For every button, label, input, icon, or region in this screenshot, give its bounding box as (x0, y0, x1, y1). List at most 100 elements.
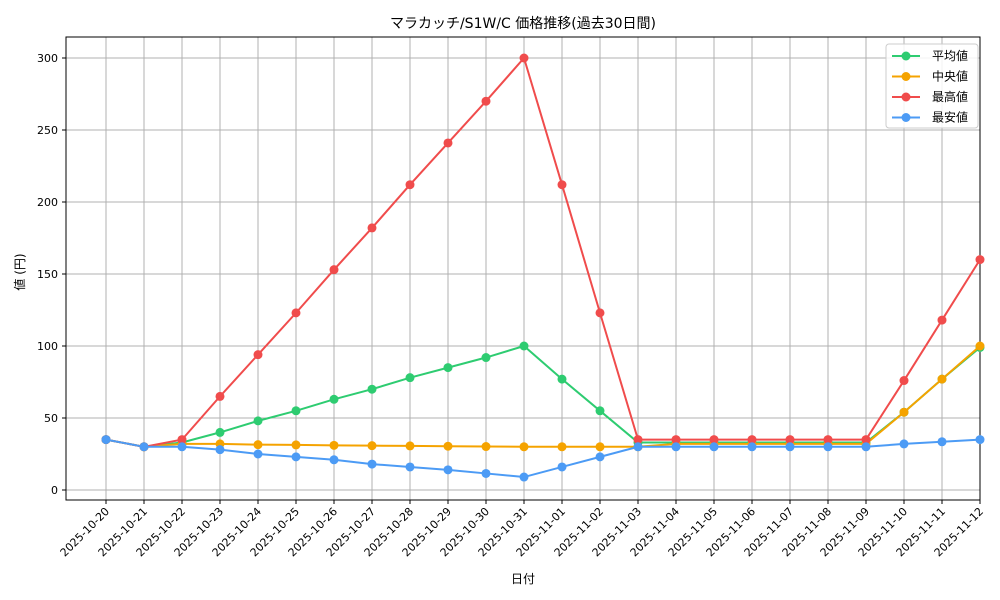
data-point (291, 452, 301, 462)
series-1 (101, 341, 985, 452)
data-point (215, 427, 225, 437)
series-2 (101, 53, 985, 452)
data-point (329, 440, 339, 450)
legend-item: 最安値 (892, 110, 968, 125)
data-point (139, 442, 149, 452)
data-point (519, 341, 529, 351)
data-point (329, 394, 339, 404)
data-point (177, 442, 187, 452)
data-point (557, 462, 567, 472)
y-tick-label: 200 (37, 196, 58, 209)
y-tick-label: 300 (37, 52, 58, 65)
series-lines (101, 53, 985, 482)
data-point (253, 416, 263, 426)
data-point (481, 96, 491, 106)
data-point (253, 440, 263, 450)
data-point (367, 459, 377, 469)
data-point (443, 363, 453, 373)
data-point (443, 441, 453, 451)
data-point (215, 445, 225, 455)
legend-label: 最高値 (932, 89, 968, 104)
chart-title: マラカッチ/S1W/C 価格推移(過去30日間) (390, 16, 656, 32)
data-point (671, 435, 681, 445)
data-point (899, 376, 909, 386)
data-point (405, 441, 415, 451)
data-point (177, 435, 187, 445)
y-tick-label: 250 (37, 124, 58, 137)
data-point (367, 384, 377, 394)
data-point (367, 223, 377, 233)
data-point (329, 455, 339, 465)
data-point (975, 255, 985, 265)
y-axis-label: 値 (円) (12, 253, 27, 290)
legend-label: 中央値 (932, 69, 968, 84)
legend-marker-icon (901, 92, 911, 102)
y-tick-label: 0 (51, 484, 58, 497)
data-point (405, 462, 415, 472)
data-point (595, 406, 605, 416)
data-point (557, 180, 567, 190)
data-point (823, 442, 833, 452)
data-point (823, 435, 833, 445)
data-point (519, 53, 529, 63)
data-point (937, 437, 947, 447)
data-point (405, 373, 415, 383)
data-point (481, 468, 491, 478)
plot-area-frame (65, 36, 981, 501)
legend-label: 最安値 (932, 110, 968, 125)
data-point (785, 442, 795, 452)
data-point (633, 442, 643, 452)
data-point (519, 472, 529, 482)
data-point (861, 442, 871, 452)
legend-label: 平均値 (932, 48, 968, 63)
data-point (367, 441, 377, 451)
data-point (253, 449, 263, 459)
data-point (101, 435, 111, 445)
y-tick-label: 100 (37, 340, 58, 353)
data-point (709, 442, 719, 452)
grid-lines (66, 37, 981, 500)
data-point (595, 308, 605, 318)
legend-box (885, 43, 979, 129)
data-point (595, 452, 605, 462)
data-point (975, 435, 985, 445)
legend-item: 最高値 (892, 89, 968, 104)
data-point (785, 435, 795, 445)
series-3 (101, 435, 985, 482)
legend-item: 中央値 (892, 69, 968, 84)
data-point (557, 374, 567, 384)
data-point (253, 350, 263, 360)
data-point (975, 341, 985, 351)
data-point (747, 435, 757, 445)
data-point (291, 308, 301, 318)
data-point (215, 391, 225, 401)
x-axis-ticks: 2025-10-202025-10-212025-10-222025-10-23… (58, 500, 986, 559)
data-point (861, 435, 871, 445)
data-point (557, 442, 567, 452)
data-point (709, 435, 719, 445)
y-tick-label: 50 (44, 412, 58, 425)
data-point (481, 442, 491, 452)
legend-marker-icon (901, 113, 911, 122)
x-axis-label: 日付 (511, 572, 535, 586)
data-point (747, 442, 757, 452)
data-point (481, 353, 491, 363)
y-axis-ticks: 0 50 100 150 200 250 300 (37, 52, 66, 497)
legend-marker-icon (901, 72, 911, 81)
data-point (291, 406, 301, 416)
data-point (329, 265, 339, 275)
data-point (937, 374, 947, 384)
data-point (595, 442, 605, 452)
data-point (633, 435, 643, 445)
data-point (937, 315, 947, 325)
legend-marker-icon (901, 51, 911, 61)
data-point (443, 465, 453, 475)
data-point (671, 442, 681, 452)
data-point (519, 442, 529, 452)
data-point (291, 440, 301, 450)
series-0 (101, 341, 985, 452)
y-tick-label: 150 (37, 268, 58, 281)
legend-item: 平均値 (892, 48, 968, 63)
